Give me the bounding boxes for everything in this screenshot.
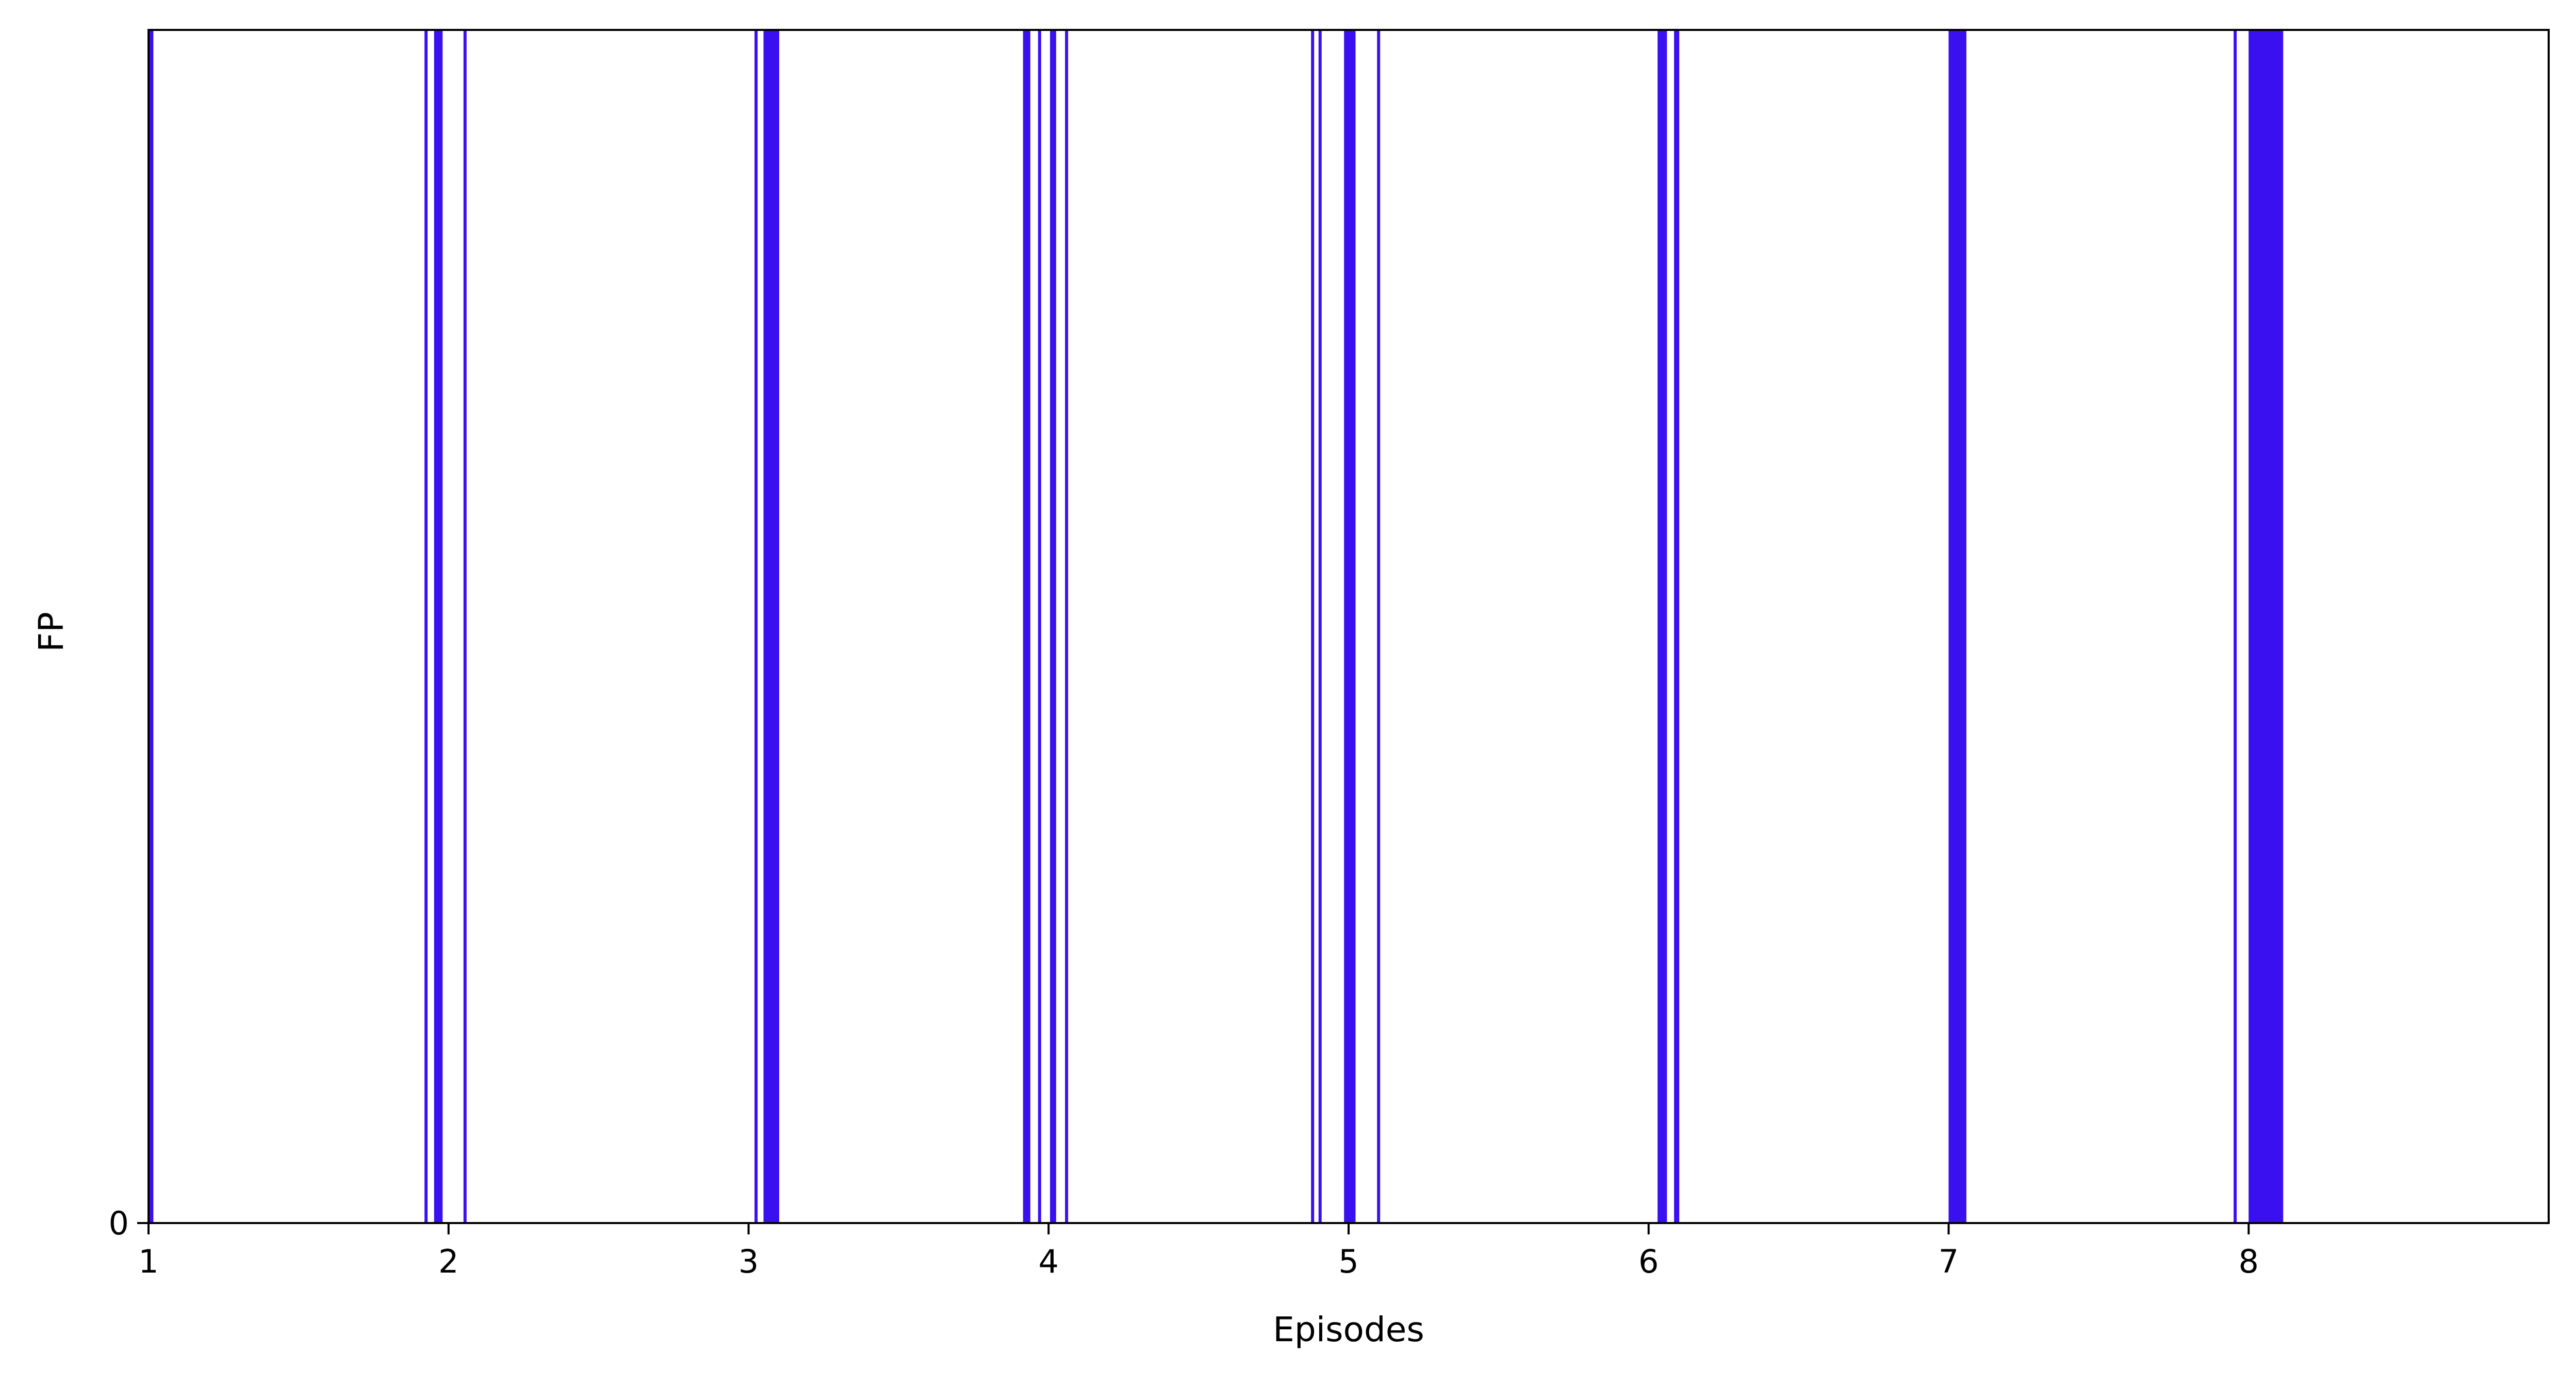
x-tick-label: 5 bbox=[1338, 1243, 1358, 1280]
y-axis-ticks: 0 bbox=[109, 1204, 149, 1242]
y-axis-label: FP bbox=[31, 612, 71, 652]
x-axis-ticks: 1 2 3 4 5 6 7 8 bbox=[138, 1223, 2259, 1280]
x-tick-label: 8 bbox=[2239, 1243, 2259, 1280]
x-tick-label: 4 bbox=[1039, 1243, 1059, 1280]
x-tick-label: 3 bbox=[739, 1243, 759, 1280]
x-tick-label: 6 bbox=[1638, 1243, 1659, 1280]
x-axis-label: Episodes bbox=[1273, 1310, 1424, 1349]
x-tick-label: 1 bbox=[138, 1243, 158, 1280]
x-tick-label: 2 bbox=[438, 1243, 458, 1280]
x-tick-label: 7 bbox=[1939, 1243, 1959, 1280]
event-lines-group bbox=[148, 30, 2284, 1223]
y-tick-label: 0 bbox=[109, 1204, 129, 1242]
